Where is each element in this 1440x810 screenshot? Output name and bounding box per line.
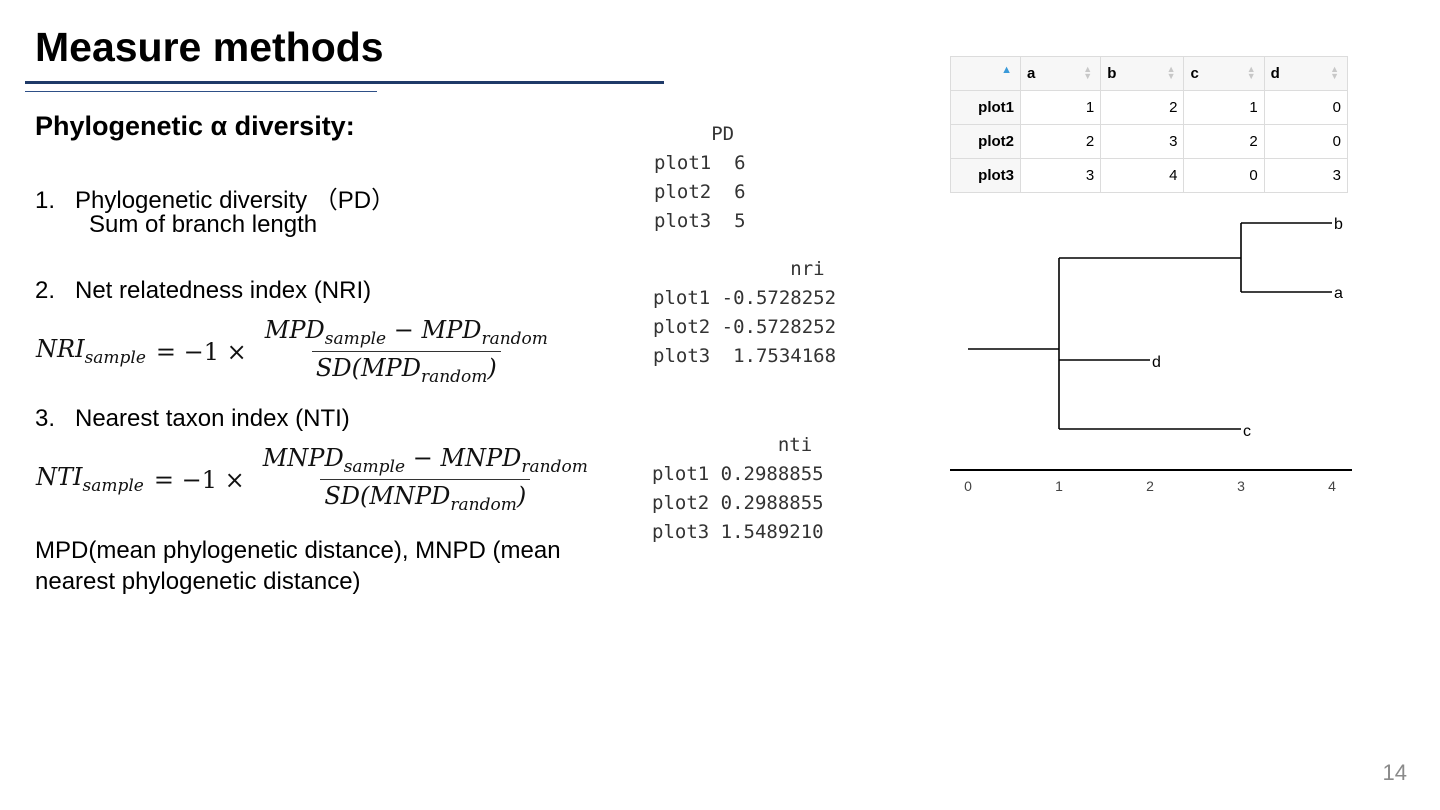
tip-label-a: a [1334,285,1343,302]
table-cell: 2 [1183,124,1265,159]
title-rule-thick [25,81,664,84]
axis-tick-label: 2 [1146,478,1154,494]
tree-branches [950,222,1352,471]
fraction-numerator: MPDsample − MPDrandom [264,316,548,349]
sort-icon: ▲ ▼ [1330,64,1339,81]
footnote-line2: nearest phylogenetic distance) [35,568,361,595]
table-cell: 0 [1183,158,1265,193]
table-cell: 0 [1263,124,1349,159]
sort-icon: ▲ ▼ [1083,64,1093,81]
table-row: plot1 1 2 1 0 [950,90,1349,125]
table-cell: 4 [1100,158,1185,193]
fraction-denominator: SD(MPDrandom) [311,351,501,387]
row-header-column[interactable]: ▲ [950,56,1021,91]
phylogenetic-tree: b a d c 0 1 2 3 4 [950,216,1352,494]
formula-operator: = −1 × [153,465,245,494]
formula-lhs: NTIsample [36,463,144,496]
footnote-line1: MPD(mean phylogenetic distance), MNPD (m… [35,537,561,564]
axis-tick-label: 0 [964,478,972,494]
table-cell: 0 [1263,90,1349,125]
item-nri: 2. Net relatedness index (NRI) [35,277,371,305]
table-cell: 1 [1183,90,1265,125]
formula-fraction: MPDsample − MPDrandom SD(MPDrandom) [261,316,552,387]
table-cell: 3 [1100,124,1185,159]
table-row: plot2 2 3 2 0 [950,124,1349,159]
page-title: Measure methods [35,24,384,70]
row-label: plot1 [950,90,1021,125]
row-label: plot3 [950,158,1021,193]
item-label: Net relatedness index (NRI) [75,277,372,304]
item-label: Nearest taxon index (NTI) [75,405,350,432]
title-rule-thin [25,91,377,92]
tip-label-b: b [1334,216,1343,233]
axis-tick-label: 1 [1055,478,1063,494]
column-header[interactable]: d ▲ ▼ [1263,56,1349,91]
nri-output: nri plot1 -0.5728252 plot2 -0.5728252 pl… [653,258,837,367]
pd-output: PD plot1 6 plot2 6 plot3 5 [654,123,746,232]
table-cell: 2 [1019,124,1102,159]
item-label: Phylogenetic diversity （PD） [75,187,396,214]
page-number: 14 [1382,760,1407,785]
item-pd: 1. Phylogenetic diversity （PD） [35,180,395,215]
table-cell: 1 [1019,90,1102,125]
tip-label-d: d [1152,354,1161,371]
nti-output: nti plot1 0.2988855 plot2 0.2988855 plot… [652,434,824,543]
item-nti: 3. Nearest taxon index (NTI) [35,405,350,433]
nti-formula: NTIsample = −1 × MNPDsample − MNPDrandom… [36,444,592,515]
table-row: plot3 3 4 0 3 [950,158,1349,193]
item-number: 2. [35,277,56,304]
sort-asc-icon: ▲ [1001,64,1012,76]
column-header[interactable]: b ▲ ▼ [1100,56,1185,91]
formula-fraction: MNPDsample − MNPDrandom SD(MNPDrandom) [259,444,592,515]
community-matrix-table: ▲ a ▲ ▼ b ▲ ▼ c ▲ ▼ d ▲ ▼ plot1 1 2 1 0 plot2 2 … [950,56,1349,193]
item-pd-sub: Sum of branch length [89,211,318,238]
column-header[interactable]: c ▲ ▼ [1183,56,1265,91]
row-label: plot2 [950,124,1021,159]
sort-icon: ▲ ▼ [1166,64,1176,81]
axis-tick-label: 3 [1237,478,1245,494]
table-header-row: ▲ a ▲ ▼ b ▲ ▼ c ▲ ▼ d ▲ ▼ [950,56,1349,91]
table-cell: 3 [1263,158,1349,193]
item-number: 3. [35,405,56,432]
sort-icon: ▲ ▼ [1246,64,1256,81]
section-heading: Phylogenetic α diversity: [35,111,355,141]
column-header[interactable]: a ▲ ▼ [1019,56,1102,91]
formula-lhs: NRIsample [36,335,146,368]
nri-formula: NRIsample = −1 × MPDsample − MPDrandom S… [36,316,552,387]
fraction-numerator: MNPDsample − MNPDrandom [262,444,588,477]
item-number: 1. [35,187,56,214]
axis-tick-label: 4 [1328,478,1336,494]
tip-label-c: c [1243,423,1251,440]
fraction-denominator: SD(MNPDrandom) [320,479,531,515]
table-cell: 3 [1019,158,1102,193]
formula-operator: = −1 × [155,337,247,366]
table-cell: 2 [1100,90,1185,125]
